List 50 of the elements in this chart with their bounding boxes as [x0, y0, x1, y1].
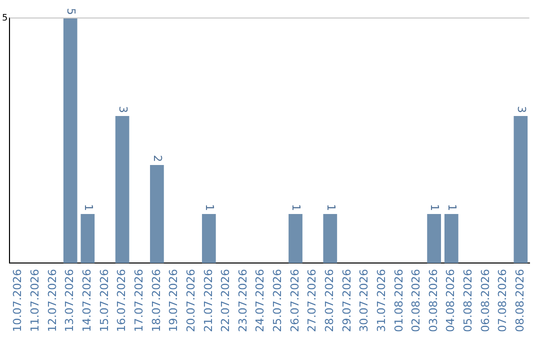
- bar: [444, 214, 458, 264]
- data-label: 5: [64, 8, 78, 15]
- x-tick-label: 07.08.2026: [496, 269, 510, 332]
- x-tick-label: 14.07.2026: [80, 269, 94, 332]
- data-label: 1: [324, 204, 338, 212]
- data-label: 3: [514, 106, 528, 114]
- x-tick-label: 21.07.2026: [202, 269, 215, 332]
- data-label: 1: [428, 204, 442, 212]
- data-label: 1: [290, 204, 303, 212]
- bar: [115, 116, 130, 264]
- x-tick-label: 15.07.2026: [98, 269, 111, 332]
- bar: [288, 214, 302, 264]
- x-tick-label: 23.07.2026: [236, 269, 250, 332]
- data-label: 1: [82, 204, 95, 212]
- x-tick-label: 29.07.2026: [340, 269, 354, 332]
- bar: [150, 165, 164, 264]
- x-tick-label: 04.08.2026: [444, 269, 458, 332]
- x-tick-label: 17.07.2026: [132, 269, 146, 332]
- x-tick-label: 03.08.2026: [426, 269, 440, 332]
- data-label: 3: [116, 106, 130, 114]
- x-tick-label: 11.07.2026: [28, 269, 42, 332]
- bar: [427, 214, 441, 264]
- bar: [80, 214, 95, 264]
- x-tick-label: 08.08.2026: [514, 269, 527, 332]
- x-tick-label: 24.07.2026: [254, 269, 267, 332]
- x-tick-label: 12.07.2026: [46, 269, 59, 332]
- x-tick-label: 05.08.2026: [462, 269, 475, 332]
- data-label: 1: [446, 204, 459, 212]
- bar: [202, 214, 216, 264]
- x-tick-label: 06.08.2026: [478, 269, 492, 332]
- x-tick-label: 30.07.2026: [358, 269, 371, 332]
- x-tick-label: 25.07.2026: [271, 269, 284, 332]
- x-tick-label: 19.07.2026: [167, 269, 180, 332]
- x-tick-label: 10.07.2026: [11, 269, 24, 332]
- bar: [514, 116, 528, 264]
- data-label: 1: [203, 204, 216, 212]
- x-tick-label: 18.07.2026: [150, 269, 163, 332]
- data-label: 2: [151, 155, 164, 162]
- x-tick-label: 20.07.2026: [184, 269, 198, 332]
- x-tick-label: 28.07.2026: [323, 269, 336, 332]
- x-tick-label: 27.07.2026: [306, 269, 319, 332]
- bar: [323, 214, 338, 264]
- x-tick-label: 02.08.2026: [410, 269, 423, 332]
- x-tick-label: 16.07.2026: [115, 269, 128, 332]
- x-tick-label: 01.08.2026: [392, 269, 406, 332]
- x-tick-label: 13.07.2026: [63, 269, 76, 332]
- x-tick-label: 26.07.2026: [288, 269, 302, 332]
- bar: [63, 18, 78, 264]
- x-tick-label: 22.07.2026: [219, 269, 232, 332]
- x-tick-label: 31.07.2026: [374, 269, 388, 332]
